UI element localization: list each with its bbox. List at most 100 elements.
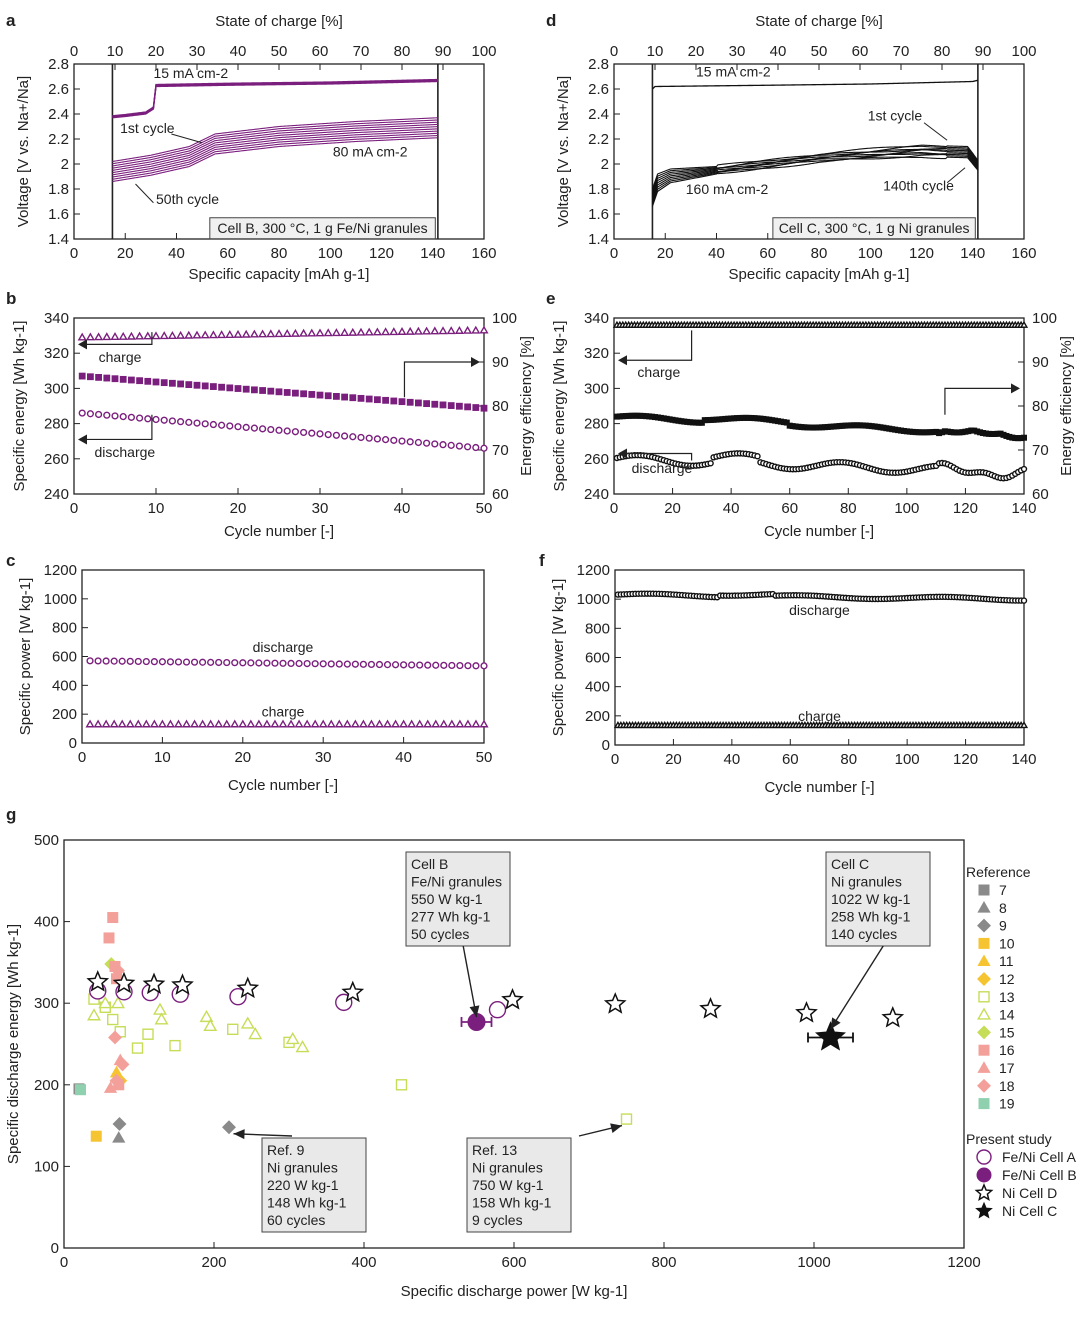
triangle-point: [479, 325, 489, 334]
circle-point: [295, 659, 303, 668]
square-point: [456, 402, 463, 410]
circle-point: [279, 659, 287, 667]
triangle-point: [455, 719, 465, 728]
square-point: [144, 377, 152, 385]
legend-label: Fe/Ni Cell A: [1002, 1149, 1077, 1165]
triangle-point: [85, 332, 95, 341]
top-axis-title: State of charge [%]: [215, 13, 343, 30]
legend-label: 12: [999, 971, 1015, 987]
x-tick-label: 40: [724, 751, 741, 768]
x-tick-label: 100: [318, 245, 343, 262]
legend-marker: [977, 918, 991, 933]
x-tick-label: 160: [1011, 245, 1036, 262]
x-tick-label: 0: [78, 749, 86, 766]
label-discharge: discharge: [789, 602, 850, 618]
legend-marker: [976, 1167, 992, 1183]
circle-point: [383, 661, 392, 669]
square-point: [242, 385, 250, 393]
top-tick-label: 90: [435, 43, 452, 60]
square-point: [87, 373, 94, 381]
legend-marker: [974, 1183, 994, 1202]
y-tick-label: 2: [601, 156, 609, 173]
x-tick-label: 20: [657, 245, 674, 262]
label-charge: charge: [637, 364, 680, 380]
present-Ni-Cell-C: [807, 1021, 854, 1051]
circle-point: [327, 660, 335, 668]
circle-point: [324, 430, 332, 439]
circle-point: [332, 431, 341, 439]
triangle-point: [350, 719, 360, 728]
triangle-point: [397, 327, 407, 335]
y-right-tick-label: 60: [1032, 486, 1049, 503]
square-point: [395, 1079, 408, 1091]
square-point: [111, 375, 119, 383]
callout-line: Ref. 9: [267, 1142, 305, 1158]
callout-arrow-head: [830, 1017, 841, 1030]
top-tick-label: 70: [353, 43, 370, 60]
circle-point: [242, 423, 250, 432]
arrow-line: [624, 330, 693, 361]
square-point: [341, 393, 349, 401]
legend-marker: [976, 1149, 992, 1165]
x-tick-label: 80: [811, 245, 828, 262]
top-tick-label: 10: [647, 43, 664, 60]
circle-point: [341, 432, 349, 440]
triangle-point: [190, 719, 200, 728]
circle-point: [119, 413, 127, 421]
circle-point: [367, 660, 376, 669]
x-tick-label: 60: [759, 245, 776, 262]
x-axis-title: Cycle number [-]: [764, 779, 874, 796]
reference-14: [87, 996, 310, 1053]
circle-point: [311, 660, 319, 668]
circle-point: [199, 658, 207, 666]
x-tick-label: 80: [840, 751, 857, 768]
y-tick-label: 0: [69, 735, 77, 752]
square-point: [333, 393, 340, 400]
label-charge: charge: [99, 349, 142, 365]
top-tick-label: 40: [230, 43, 247, 60]
x-axis-title: Cycle number [-]: [224, 523, 334, 540]
triangle-point: [348, 327, 358, 336]
y-tick-label: 1.8: [588, 181, 609, 198]
star-point: [341, 980, 365, 1003]
circle-point: [267, 425, 275, 434]
panel-b: b 0 10 20 30 40 50 Cycle number [-] 240 260 280 300…: [6, 289, 535, 540]
discharge-curve: [112, 132, 438, 178]
y-tick-label: 1200: [577, 562, 610, 579]
label-discharge: discharge: [253, 639, 314, 655]
panel-label: f: [539, 551, 545, 570]
triangle-point: [225, 330, 235, 338]
x-tick-label: 20: [665, 751, 682, 768]
triangle-point: [479, 719, 489, 728]
triangle-point: [77, 332, 87, 341]
circle-point: [351, 660, 359, 668]
y-right-tick-label: 90: [492, 354, 509, 371]
arrow-head: [618, 448, 627, 459]
y-tick-label: 260: [584, 451, 609, 468]
callout-line: Fe/Ni granules: [411, 874, 502, 890]
top-tick-label: 30: [189, 43, 206, 60]
triangle-point: [110, 332, 120, 340]
circle-point: [207, 658, 215, 666]
top-tick-label: 40: [770, 43, 787, 60]
triangle-point: [364, 327, 374, 336]
y-tick-label: 500: [34, 832, 59, 849]
y-tick-label: 280: [44, 416, 69, 433]
x-tick-label: 600: [501, 1254, 526, 1271]
circle-point: [365, 434, 373, 442]
legend-marker: [977, 954, 991, 967]
square-point: [136, 377, 143, 385]
x-tick-label: 20: [664, 500, 681, 517]
x-tick-label: 50: [476, 749, 493, 766]
legend-label: Fe/Ni Cell B: [1002, 1167, 1077, 1183]
circle-point: [111, 412, 119, 420]
legend-marker: [977, 1078, 991, 1093]
circle-point: [263, 659, 271, 667]
square-point: [226, 384, 234, 392]
square-point: [185, 381, 193, 389]
y-tick-label: 1200: [44, 562, 77, 579]
triangle-point: [334, 719, 344, 728]
triangle-point: [413, 326, 423, 335]
x-tick-label: 140: [1011, 751, 1036, 768]
